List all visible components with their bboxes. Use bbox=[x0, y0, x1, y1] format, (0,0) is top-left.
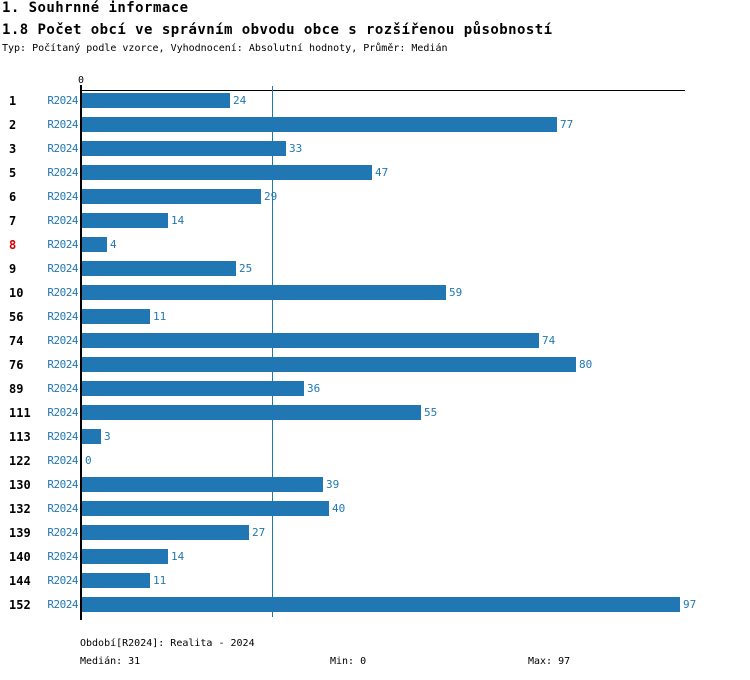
bar bbox=[82, 333, 539, 348]
row-series-label: R2024 bbox=[47, 526, 78, 539]
bar-value-label: 40 bbox=[332, 502, 346, 515]
row-category-label: 76 bbox=[9, 358, 24, 372]
bar-value-label: 80 bbox=[579, 358, 593, 371]
row-series-label: R2024 bbox=[47, 382, 78, 395]
bar-value-label: 55 bbox=[424, 406, 438, 419]
row-category-label: 8 bbox=[9, 238, 17, 252]
row-category-label: 56 bbox=[9, 310, 24, 324]
row-series-label: R2024 bbox=[47, 406, 78, 419]
row-category-label: 3 bbox=[9, 142, 17, 156]
bar bbox=[82, 93, 230, 108]
row-category-label: 6 bbox=[9, 190, 17, 204]
bar-value-label: 74 bbox=[542, 334, 556, 347]
row-series-label: R2024 bbox=[47, 550, 78, 563]
bar-value-label: 39 bbox=[326, 478, 340, 491]
bar bbox=[82, 117, 557, 132]
row-series-label: R2024 bbox=[47, 118, 78, 131]
bar bbox=[82, 405, 421, 420]
row-series-label: R2024 bbox=[47, 430, 78, 443]
bar bbox=[82, 213, 168, 228]
row-series-label: R2024 bbox=[47, 598, 78, 611]
bar-value-label: 24 bbox=[233, 94, 247, 107]
row-category-label: 89 bbox=[9, 382, 24, 396]
row-category-label: 140 bbox=[9, 550, 31, 564]
bar bbox=[82, 501, 329, 516]
row-series-label: R2024 bbox=[47, 454, 78, 467]
row-series-label: R2024 bbox=[47, 334, 78, 347]
row-series-label: R2024 bbox=[47, 190, 78, 203]
bar bbox=[82, 141, 286, 156]
row-series-label: R2024 bbox=[47, 286, 78, 299]
row-series-label: R2024 bbox=[47, 358, 78, 371]
median-stat-label: Medián: 31 bbox=[80, 656, 141, 667]
bar-value-label: 33 bbox=[289, 142, 303, 155]
row-category-label: 122 bbox=[9, 454, 31, 468]
chart-title: 1.8 Počet obcí ve správním obvodu obce s… bbox=[2, 22, 553, 38]
row-category-label: 152 bbox=[9, 598, 31, 612]
report-section-title: 1. Souhrnné informace bbox=[2, 0, 189, 16]
row-series-label: R2024 bbox=[47, 238, 78, 251]
row-category-label: 74 bbox=[9, 334, 24, 348]
bar-value-label: 27 bbox=[252, 526, 266, 539]
row-series-label: R2024 bbox=[47, 166, 78, 179]
bar-value-label: 11 bbox=[153, 574, 167, 587]
row-category-label: 144 bbox=[9, 574, 31, 588]
row-category-label: 132 bbox=[9, 502, 31, 516]
bar-value-label: 4 bbox=[110, 238, 117, 251]
bar bbox=[82, 525, 249, 540]
max-stat-label: Max: 97 bbox=[528, 656, 571, 667]
bar bbox=[82, 477, 323, 492]
bar bbox=[82, 285, 446, 300]
bar-value-label: 36 bbox=[307, 382, 321, 395]
median-line bbox=[272, 86, 273, 617]
bar-value-label: 25 bbox=[239, 262, 253, 275]
period-label: Období[R2024]: Realita - 2024 bbox=[80, 638, 255, 649]
min-stat-label: Min: 0 bbox=[330, 656, 367, 667]
bar bbox=[82, 573, 150, 588]
bar-value-label: 14 bbox=[171, 550, 185, 563]
row-category-label: 130 bbox=[9, 478, 31, 492]
row-series-label: R2024 bbox=[47, 310, 78, 323]
row-series-label: R2024 bbox=[47, 574, 78, 587]
bar bbox=[82, 237, 107, 252]
bar bbox=[82, 597, 680, 612]
bar bbox=[82, 261, 236, 276]
bar bbox=[82, 381, 304, 396]
row-category-label: 1 bbox=[9, 94, 17, 108]
row-series-label: R2024 bbox=[47, 214, 78, 227]
bar bbox=[82, 189, 261, 204]
bar bbox=[82, 309, 150, 324]
row-category-label: 10 bbox=[9, 286, 24, 300]
bar-value-label: 59 bbox=[449, 286, 463, 299]
x-axis-zero-tick-label: 0 bbox=[77, 75, 85, 86]
bar-value-label: 14 bbox=[171, 214, 185, 227]
row-series-label: R2024 bbox=[47, 262, 78, 275]
bar-value-label: 47 bbox=[375, 166, 389, 179]
row-category-label: 7 bbox=[9, 214, 17, 228]
row-category-label: 9 bbox=[9, 262, 17, 276]
row-category-label: 113 bbox=[9, 430, 31, 444]
row-series-label: R2024 bbox=[47, 142, 78, 155]
bar-value-label: 77 bbox=[560, 118, 574, 131]
row-category-label: 5 bbox=[9, 166, 17, 180]
bar bbox=[82, 165, 372, 180]
row-category-label: 2 bbox=[9, 118, 17, 132]
bar bbox=[82, 429, 101, 444]
chart-subtitle: Typ: Počítaný podle vzorce, Vyhodnocení:… bbox=[2, 43, 448, 54]
x-axis-line bbox=[80, 90, 685, 91]
bar-value-label: 11 bbox=[153, 310, 167, 323]
y-axis-line bbox=[80, 85, 82, 620]
bar bbox=[82, 549, 168, 564]
bar-value-label: 97 bbox=[683, 598, 697, 611]
row-category-label: 111 bbox=[9, 406, 31, 420]
row-series-label: R2024 bbox=[47, 502, 78, 515]
row-series-label: R2024 bbox=[47, 94, 78, 107]
row-category-label: 139 bbox=[9, 526, 31, 540]
bar bbox=[82, 357, 576, 372]
bar-value-label: 29 bbox=[264, 190, 278, 203]
bar-value-label: 0 bbox=[85, 454, 92, 467]
row-series-label: R2024 bbox=[47, 478, 78, 491]
bar-value-label: 3 bbox=[104, 430, 111, 443]
